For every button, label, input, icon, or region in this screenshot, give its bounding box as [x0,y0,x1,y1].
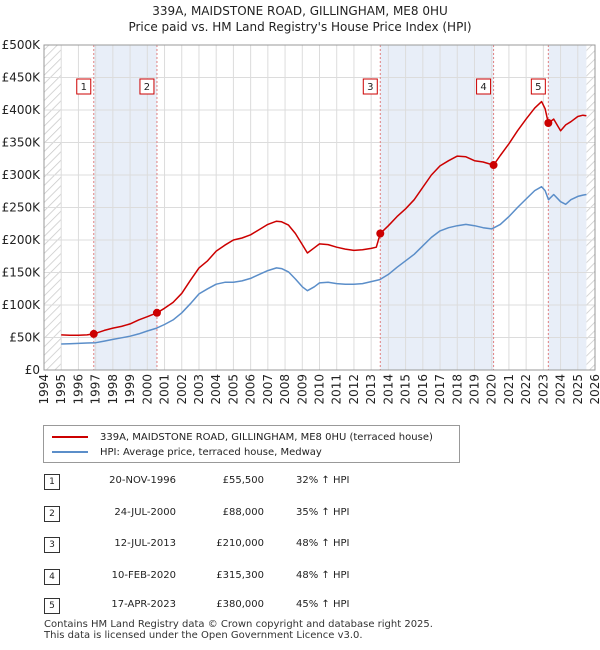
x-tick-label: 2018 [450,374,464,405]
sale-number-label: 5 [535,82,541,93]
sale-point [376,229,385,238]
table-row: 4 10-FEB-2020 £315,300 48% ↑ HPI [44,565,564,585]
y-tick-label: £150K [2,266,42,280]
sale-number: 5 [44,598,60,614]
x-tick-label: 2012 [347,374,361,405]
y-tick-label: £350K [2,136,42,150]
x-tick-label: 2007 [261,374,275,405]
x-tick-label: 2026 [588,374,600,405]
sale-number: 2 [44,506,60,522]
y-tick-label: £300K [2,168,42,182]
x-tick-label: 2021 [502,374,516,405]
x-tick-label: 2016 [416,374,430,405]
y-tick-label: £0 [25,363,40,377]
table-row: 5 17-APR-2023 £380,000 45% ↑ HPI [44,594,564,614]
footer-copyright: Contains HM Land Registry data © Crown c… [44,619,433,630]
y-tick-label: £50K [9,331,41,345]
x-tick-label: 2025 [571,374,585,405]
table-row: 1 20-NOV-1996 £55,500 32% ↑ HPI [44,470,564,490]
y-tick-label: £450K [2,71,42,85]
sale-price: £315,300 [216,570,264,581]
legend-item-hpi: HPI: Average price, terraced house, Medw… [52,445,322,459]
x-tick-label: 2023 [536,374,550,405]
y-tick-label: £200K [2,233,42,247]
sale-number-box [476,78,492,95]
sale-number-label: 2 [144,82,150,93]
legend-swatch-property [52,436,88,438]
sale-hpi-change: 45% ↑ HPI [296,599,350,610]
footer-attribution: Contains HM Land Registry data © Crown c… [44,619,433,641]
x-tick-label: 2008 [278,374,292,405]
x-tick-label: 2022 [519,374,533,405]
x-tick-label: 2006 [244,374,258,405]
x-tick-label: 2005 [226,374,240,405]
x-tick-label: 2014 [381,374,395,405]
chart-subtitle: Price paid vs. HM Land Registry's House … [128,20,471,34]
x-tick-label: 2024 [554,374,568,405]
x-tick-label: 2009 [295,374,309,405]
chart-title: 339A, MAIDSTONE ROAD, GILLINGHAM, ME8 0H… [152,4,448,18]
x-tick-label: 1999 [123,374,137,405]
legend-item-property: 339A, MAIDSTONE ROAD, GILLINGHAM, ME8 0H… [52,430,433,444]
sale-price: £380,000 [216,599,264,610]
x-tick-label: 2015 [399,374,413,405]
sale-date: 12-JUL-2013 [114,538,176,549]
sale-hpi-change: 48% ↑ HPI [296,538,350,549]
sale-date: 20-NOV-1996 [109,475,176,486]
chart-legend: 339A, MAIDSTONE ROAD, GILLINGHAM, ME8 0H… [43,425,460,463]
x-tick-label: 1998 [106,374,120,405]
plot-border [43,44,596,371]
x-tick-label: 2013 [364,374,378,405]
sale-date: 17-APR-2023 [111,599,176,610]
x-tick-label: 1995 [54,374,68,405]
x-tick-label: 1996 [71,374,85,405]
x-tick-label: 2001 [158,374,172,405]
x-tick-label: 2010 [313,374,327,405]
sale-price: £55,500 [222,475,264,486]
x-tick-label: 2020 [485,374,499,405]
x-tick-label: 2000 [140,374,154,405]
x-tick-label: 2017 [433,374,447,405]
legend-swatch-hpi [52,451,88,453]
price-chart: 339A, MAIDSTONE ROAD, GILLINGHAM, ME8 0H… [2,4,600,405]
sale-point [89,329,98,338]
x-tick-label: 2011 [330,374,344,405]
sale-point [489,161,498,170]
sale-number-box [139,78,155,95]
sale-point [544,119,553,127]
sale-hpi-change: 35% ↑ HPI [296,507,350,518]
table-row: 3 12-JUL-2013 £210,000 48% ↑ HPI [44,533,564,553]
sale-number-label: 4 [480,82,486,93]
sale-number: 1 [44,474,60,490]
legend-label-hpi: HPI: Average price, terraced house, Medw… [100,446,322,458]
sale-date: 10-FEB-2020 [111,570,176,581]
sale-number: 3 [44,537,60,553]
x-tick-label: 2003 [192,374,206,405]
x-tick-label: 2019 [467,374,481,405]
x-tick-label: 1997 [89,374,103,405]
y-tick-label: £100K [2,298,42,312]
hpi-line [61,185,587,345]
sale-number-box [362,78,378,95]
y-tick-label: £250K [2,201,42,215]
y-tick-label: £400K [2,103,42,117]
sale-number: 4 [44,569,60,585]
sale-price: £88,000 [222,507,264,518]
x-tick-label: 2002 [175,374,189,405]
sale-number-label: 1 [81,82,87,93]
sale-point [152,308,161,317]
sale-number-box [76,78,92,95]
sale-date: 24-JUL-2000 [114,507,176,518]
y-tick-label: £500K [2,38,42,52]
sale-hpi-change: 48% ↑ HPI [296,570,350,581]
footer-licence: This data is licensed under the Open Gov… [44,630,363,641]
sale-hpi-change: 32% ↑ HPI [296,475,350,486]
sale-number-box [530,78,546,95]
sale-number-label: 3 [367,82,373,93]
legend-label-property: 339A, MAIDSTONE ROAD, GILLINGHAM, ME8 0H… [100,431,433,443]
x-tick-label: 2004 [209,374,223,405]
table-row: 2 24-JUL-2000 £88,000 35% ↑ HPI [44,502,564,522]
sale-price: £210,000 [216,538,264,549]
x-tick-label: 1994 [37,374,51,405]
